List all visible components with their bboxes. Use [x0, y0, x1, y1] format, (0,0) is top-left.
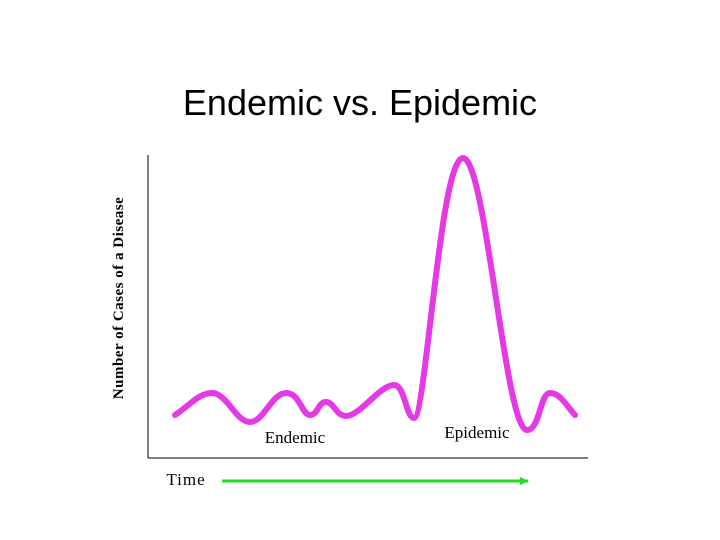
- y-axis-label: Number of Cases of a Disease: [111, 197, 127, 399]
- x-axis-label: Time: [166, 470, 205, 489]
- cases-curve: [172, 155, 578, 433]
- epidemic-label: Epidemic: [444, 423, 510, 442]
- title: Endemic vs. Epidemic: [183, 82, 537, 123]
- endemic-label: Endemic: [265, 428, 326, 447]
